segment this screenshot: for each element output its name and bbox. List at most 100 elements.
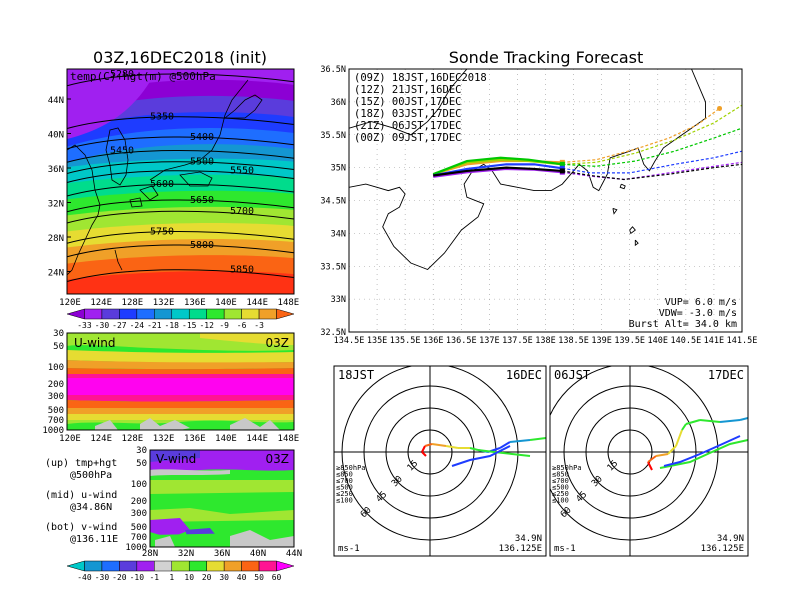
- panel-notes: (up) tmp+hgt @500hPa (mid) u-wind @34.86…: [45, 458, 118, 545]
- vwind-colorbar-swatch: [84, 560, 103, 572]
- colorbar-label: -3: [254, 321, 264, 330]
- uwind-x-tick: 144E: [246, 434, 268, 444]
- hodograph-lat: 34.9N: [717, 534, 744, 544]
- contour-label: 5280: [110, 69, 134, 80]
- track-line-descent: [562, 127, 742, 167]
- track-lat-tick: 36.5N: [320, 65, 346, 75]
- colorbar-swatch: [206, 308, 225, 320]
- hodograph-level: ≥850hPa: [336, 464, 366, 472]
- uwind-x-tick: 120E: [59, 434, 81, 444]
- vwind-time: 03Z: [266, 452, 290, 466]
- vwind-colorbar-label: -10: [130, 573, 145, 582]
- map-lat-tick: 28N: [48, 234, 64, 244]
- coastline: [149, 79, 249, 181]
- colorbar-label: -18: [165, 321, 180, 330]
- contour-label: 5500: [190, 157, 214, 168]
- track-legend-entry: (00Z) 09JST,17DEC: [354, 132, 461, 144]
- hodograph-level: ≥850hPa: [552, 464, 582, 472]
- contour-label: 5850: [230, 265, 254, 276]
- hodograph-level: ≤100: [336, 497, 353, 505]
- hodograph-trace: [655, 453, 669, 457]
- track-lon-tick: 137E: [479, 336, 499, 346]
- hodograph-panel: 18JST 16DEC15304560≥850hPa≤850≤700≤500≤25…: [333, 365, 547, 557]
- hodograph-lon: 136.125E: [499, 544, 542, 554]
- track-lon-tick: 134.5E: [334, 336, 365, 346]
- height-contour: [67, 170, 294, 183]
- uwind-time: 03Z: [266, 336, 290, 350]
- vwind-colorbar-swatch: [136, 560, 155, 572]
- track-lon-tick: 141.5E: [727, 336, 758, 346]
- hodograph-trace: [719, 419, 741, 423]
- colorbar-swatch: [136, 308, 155, 320]
- uwind-x-tick: 140E: [215, 434, 237, 444]
- uwind-x-tick: 148E: [278, 434, 300, 444]
- contour-label: 5350: [150, 112, 174, 123]
- vwind-label: V-wind: [156, 452, 196, 466]
- hodograph-lon: 136.125E: [701, 544, 744, 554]
- cold-core: [67, 69, 157, 139]
- hodograph-trace: [529, 437, 546, 441]
- hodograph-frame: [333, 365, 547, 557]
- colorbar-label: -27: [112, 321, 127, 330]
- hodograph-date: 17DEC: [708, 368, 744, 382]
- colorbar-label: -12: [199, 321, 214, 330]
- vwind-x-tick: 36N: [214, 549, 230, 559]
- uwind-panel: [67, 333, 294, 430]
- hodograph-trace: [469, 447, 479, 451]
- colorbar-label: -6: [237, 321, 247, 330]
- vwind-colorbar-swatch: [66, 560, 85, 572]
- track-coastline: [634, 239, 639, 247]
- vwind-colorbar-swatch: [171, 560, 190, 572]
- map-overlay-label: temp(C)+hgt(m) @500hPa: [70, 70, 216, 83]
- vwind-colorbar-swatch: [276, 560, 295, 572]
- hodograph-level: ≤250: [552, 490, 569, 498]
- track-frame: [348, 68, 743, 333]
- uwind-x-tick: 136E: [184, 434, 206, 444]
- track-title: Sonde Tracking Forecast: [449, 48, 644, 67]
- uwind-label: U-wind: [74, 336, 115, 350]
- vwind-colorbar-swatch: [206, 560, 225, 572]
- vwind-y-tick: 300: [131, 509, 147, 519]
- colorbar-swatch: [84, 308, 103, 320]
- track-param: VDW= -3.0 m/s: [659, 308, 737, 319]
- note-mid-sub: @34.86N: [70, 502, 112, 513]
- track-coastline: [629, 226, 636, 235]
- colorbar-label: -15: [182, 321, 197, 330]
- colorbar-swatch: [171, 308, 190, 320]
- vwind-y-tick: 700: [131, 533, 147, 543]
- hodograph-level: ≤250: [336, 490, 353, 498]
- colorbar-label: -21: [147, 321, 162, 330]
- track-lon-tick: 140.5E: [670, 336, 701, 346]
- map-lat-tick: 44N: [48, 96, 64, 106]
- map-lat-tick: 36N: [48, 165, 64, 175]
- colorbar-label: -24: [130, 321, 145, 330]
- track-legend-entry: (18Z) 03JST,17DEC: [354, 108, 461, 120]
- hodograph-time: 06JST: [554, 368, 590, 382]
- colorbar-label: -33: [77, 321, 92, 330]
- hodograph-trace: [445, 445, 459, 449]
- track-line-ascent: [432, 156, 563, 176]
- vwind-colorbar-swatch: [241, 560, 260, 572]
- vwind-colorbar-label: 40: [237, 573, 247, 582]
- hodograph-trace: [699, 419, 721, 423]
- track-coastline: [349, 69, 468, 136]
- height-contour: [67, 231, 294, 244]
- hodograph-trace: [663, 435, 741, 467]
- track-line-ascent: [433, 166, 563, 177]
- vwind-colorbar-label: 1: [169, 573, 174, 582]
- vwind-x-tick: 32N: [178, 549, 194, 559]
- track-lat-tick: 33.5N: [320, 262, 346, 272]
- hodograph-level: ≤100: [552, 497, 569, 505]
- vwind-y-tick: 200: [131, 497, 147, 507]
- contour-label: 5650: [190, 195, 214, 206]
- track-coastline: [619, 183, 626, 190]
- hodograph-units: ms-1: [554, 544, 576, 554]
- height-contour: [67, 73, 294, 87]
- track-lon-tick: 139.5E: [614, 336, 645, 346]
- uwind-x-tick: 132E: [153, 434, 175, 444]
- map-frame: [66, 68, 295, 295]
- vwind-colorbar-label: 10: [184, 573, 194, 582]
- track-lon-tick: 135E: [367, 336, 387, 346]
- hodograph-trace: [685, 419, 701, 425]
